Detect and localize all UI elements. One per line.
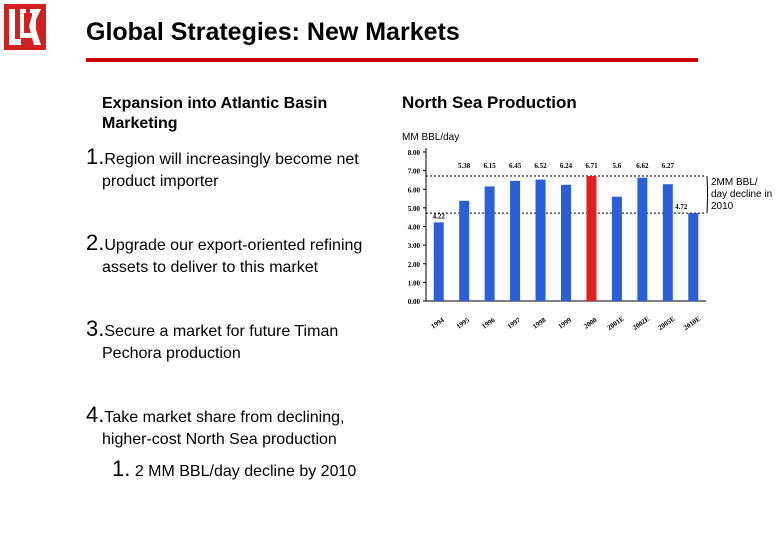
decline-bracket bbox=[706, 175, 708, 214]
bar bbox=[484, 186, 495, 301]
bar-value-label: 6.62 bbox=[636, 162, 649, 170]
bar-value-label: 6.15 bbox=[484, 162, 497, 170]
bar bbox=[637, 177, 648, 301]
lukoil-logo bbox=[4, 4, 46, 50]
bar bbox=[433, 222, 444, 301]
y-tick-label: 1.00 bbox=[408, 279, 421, 287]
x-tick-label: 1996 bbox=[480, 316, 496, 331]
bullet-continuation: product importer bbox=[102, 173, 219, 190]
chart-unit-label: MM BBL/day bbox=[402, 132, 460, 143]
x-tick-label: 2005E bbox=[657, 315, 677, 332]
bullet-3: 3.Secure a market for future Timan Pecho… bbox=[86, 318, 338, 365]
bar-value-label: 6.52 bbox=[534, 162, 547, 170]
bar-value-label: 4.22 bbox=[433, 212, 446, 220]
bullet-number: 1. bbox=[86, 144, 105, 169]
x-tick-label: 1995 bbox=[455, 316, 471, 331]
bar bbox=[611, 196, 622, 301]
bullet-text: Secure a market for future Timan bbox=[104, 323, 339, 340]
x-tick-label: 1999 bbox=[557, 316, 573, 331]
y-tick-label: 3.00 bbox=[408, 242, 421, 250]
bar bbox=[510, 180, 521, 301]
x-tick-label: 2002E bbox=[631, 315, 651, 332]
y-tick-label: 4.00 bbox=[408, 224, 421, 232]
bar-value-label: 5.38 bbox=[458, 162, 471, 170]
x-tick-label: 2010E bbox=[682, 315, 702, 332]
bar bbox=[586, 176, 597, 301]
bar bbox=[535, 179, 546, 301]
bar-value-label: 6.24 bbox=[560, 162, 573, 170]
bar-value-label: 5.6 bbox=[613, 162, 622, 170]
y-tick-label: 5.00 bbox=[408, 205, 421, 213]
x-tick-label: 2000 bbox=[582, 316, 598, 331]
y-tick-label: 7.00 bbox=[408, 168, 421, 176]
bar-value-label: 4.72 bbox=[675, 203, 688, 211]
bar bbox=[561, 184, 571, 301]
bullet-text: Upgrade our export-oriented refining bbox=[104, 237, 363, 254]
sub-bullet-text: 2 MM BBL/day decline by 2010 bbox=[134, 463, 357, 480]
x-tick-label: 1994 bbox=[430, 316, 446, 331]
x-tick-label: 1997 bbox=[506, 316, 522, 331]
sub-bullet: 1. 2 MM BBL/day decline by 2010 bbox=[112, 458, 356, 483]
bullet-text: Region will increasingly become net bbox=[104, 151, 359, 168]
x-tick-label: 1998 bbox=[531, 316, 547, 331]
bar-value-label: 6.27 bbox=[662, 162, 675, 170]
x-tick-label: 2001E bbox=[606, 315, 626, 332]
bullet-continuation: Pechora production bbox=[102, 345, 241, 362]
bullet-number: 2. bbox=[86, 230, 105, 255]
title-divider bbox=[86, 58, 698, 62]
bullet-number: 4. bbox=[86, 402, 105, 427]
bullet-4: 4.Take market share from declining, high… bbox=[86, 404, 344, 451]
bullet-number: 3. bbox=[86, 316, 105, 341]
bar-value-label: 6.71 bbox=[585, 162, 598, 170]
y-tick-label: 0.00 bbox=[408, 298, 421, 306]
bullet-1: 1.Region will increasingly become net pr… bbox=[86, 146, 359, 193]
y-tick-label: 8.00 bbox=[408, 149, 421, 157]
y-tick-label: 6.00 bbox=[408, 186, 421, 194]
bullet-continuation: higher-cost North Sea production bbox=[102, 431, 337, 448]
bar-value-label: 6.45 bbox=[509, 162, 522, 170]
bar bbox=[688, 213, 699, 301]
y-tick-label: 2.00 bbox=[408, 261, 421, 269]
bar bbox=[662, 184, 673, 301]
bullet-text: Take market share from declining, bbox=[104, 409, 345, 426]
chart-title: North Sea Production bbox=[402, 93, 577, 112]
bar bbox=[459, 200, 470, 301]
bullet-continuation: assets to deliver to this market bbox=[102, 259, 319, 276]
bullet-2: 2.Upgrade our export-oriented refining a… bbox=[86, 232, 362, 279]
decline-annotation: 2MM BBL/ day decline in 2010 bbox=[711, 177, 773, 212]
page-title: Global Strategies: New Markets bbox=[86, 18, 460, 46]
sub-bullet-number: 1. bbox=[112, 456, 131, 481]
subtitle: Expansion into Atlantic Basin Marketing bbox=[102, 95, 328, 132]
